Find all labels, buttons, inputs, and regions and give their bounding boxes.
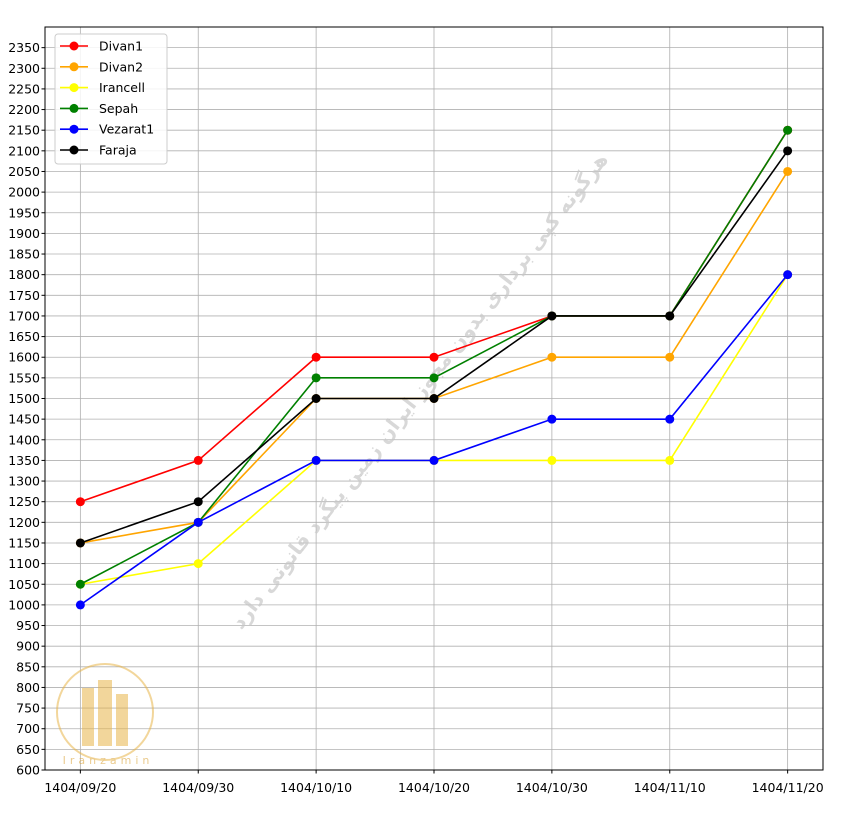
y-tick-label: 2000	[8, 185, 40, 200]
y-tick-label: 2350	[8, 40, 40, 55]
y-tick-label: 950	[16, 618, 40, 633]
series-lines	[75, 125, 793, 610]
legend-marker	[69, 62, 79, 72]
y-tick-label: 1450	[8, 412, 40, 427]
data-point	[311, 394, 321, 403]
y-tick-label: 1800	[8, 267, 40, 282]
y-tick-label: 2100	[8, 143, 40, 158]
y-tick-label: 1000	[8, 597, 40, 612]
y-tick-label: 650	[16, 742, 40, 757]
data-point	[783, 146, 793, 156]
y-tick-label: 2250	[8, 81, 40, 96]
x-tick-label: 1404/09/20	[44, 780, 116, 795]
legend-label: Divan2	[99, 59, 143, 74]
y-tick-label: 1750	[8, 288, 40, 303]
data-point	[311, 352, 321, 362]
x-axis: 1404/09/20 1404/09/30 1404/10/10 1404/10/20…	[44, 770, 824, 795]
y-tick-label: 1200	[8, 515, 40, 530]
logo-text: Iranzamin	[63, 754, 154, 767]
grid	[45, 27, 823, 771]
x-tick-label: 1404/09/30	[162, 780, 234, 795]
data-point	[429, 373, 439, 383]
data-point	[547, 414, 557, 424]
y-tick-label: 1900	[8, 226, 40, 241]
x-tick-label: 1404/10/10	[280, 780, 352, 795]
y-tick-label: 900	[16, 639, 40, 654]
y-tick-label: 750	[16, 701, 40, 716]
data-point	[193, 517, 203, 527]
series-faraja	[75, 146, 793, 548]
data-point	[75, 579, 85, 589]
data-point	[75, 497, 85, 507]
y-tick-label: 1400	[8, 432, 40, 447]
x-tick-label: 1404/11/20	[752, 780, 824, 795]
data-point	[193, 497, 203, 507]
x-tick-label: 1404/10/20	[398, 780, 470, 795]
data-point	[429, 394, 439, 403]
watermark-text: هرگونه کپی برداری بدون مجوز ایران زمین پ…	[226, 148, 613, 634]
data-point	[429, 455, 439, 465]
data-point	[311, 373, 321, 383]
data-point	[783, 166, 793, 176]
y-tick-label: 2200	[8, 102, 40, 117]
data-point	[75, 538, 85, 548]
y-tick-label: 1250	[8, 494, 40, 509]
legend-marker	[69, 83, 79, 93]
data-point	[783, 125, 793, 135]
y-tick-label: 800	[16, 680, 40, 695]
data-point	[311, 455, 321, 465]
y-tick-label: 1500	[8, 391, 40, 406]
data-point	[783, 270, 793, 280]
data-point	[665, 414, 675, 424]
iranzamin-logo: Iranzamin	[56, 663, 154, 767]
data-point	[665, 455, 675, 465]
x-tick-label: 1404/10/30	[516, 780, 588, 795]
y-tick-label: 1150	[8, 535, 40, 550]
legend-label: Sepah	[99, 101, 138, 116]
y-tick-label: 1550	[8, 370, 40, 385]
legend-label: Divan1	[99, 39, 143, 54]
y-tick-label: 1600	[8, 350, 40, 365]
data-point	[193, 559, 203, 569]
y-tick-label: 700	[16, 721, 40, 736]
data-point	[547, 455, 557, 465]
y-tick-label: 1100	[8, 556, 40, 571]
series-vezarat1	[75, 270, 793, 610]
data-point	[75, 600, 85, 610]
y-tick-label: 1300	[8, 474, 40, 489]
legend-marker	[69, 41, 79, 51]
x-tick-label: 1404/11/10	[634, 780, 706, 795]
y-tick-label: 1050	[8, 577, 40, 592]
data-point	[429, 352, 439, 362]
y-axis: 600 650 700 750 800 850 900 950 1000 1050 1100 1150…	[8, 40, 45, 778]
legend-marker	[69, 103, 79, 113]
y-tick-label: 1350	[8, 453, 40, 468]
y-tick-label: 1700	[8, 308, 40, 323]
data-point	[665, 352, 675, 362]
legend-marker	[69, 145, 79, 155]
y-tick-label: 1650	[8, 329, 40, 344]
data-point	[547, 311, 557, 321]
data-point	[547, 352, 557, 362]
data-point	[193, 455, 203, 465]
y-tick-label: 2050	[8, 164, 40, 179]
y-tick-label: 2300	[8, 61, 40, 76]
y-tick-label: 2150	[8, 123, 40, 138]
y-tick-label: 1850	[8, 247, 40, 262]
y-tick-label: 600	[16, 763, 40, 778]
legend: Divan1 Divan2 Irancell Sepah Vezarat1 Faraja	[54, 33, 168, 165]
legend-label: Faraja	[99, 143, 137, 158]
legend-label: Vezarat1	[99, 122, 154, 137]
data-point	[665, 311, 675, 321]
legend-label: Irancell	[99, 80, 145, 95]
y-tick-label: 1950	[8, 205, 40, 220]
legend-marker	[69, 124, 79, 134]
y-tick-label: 850	[16, 659, 40, 674]
